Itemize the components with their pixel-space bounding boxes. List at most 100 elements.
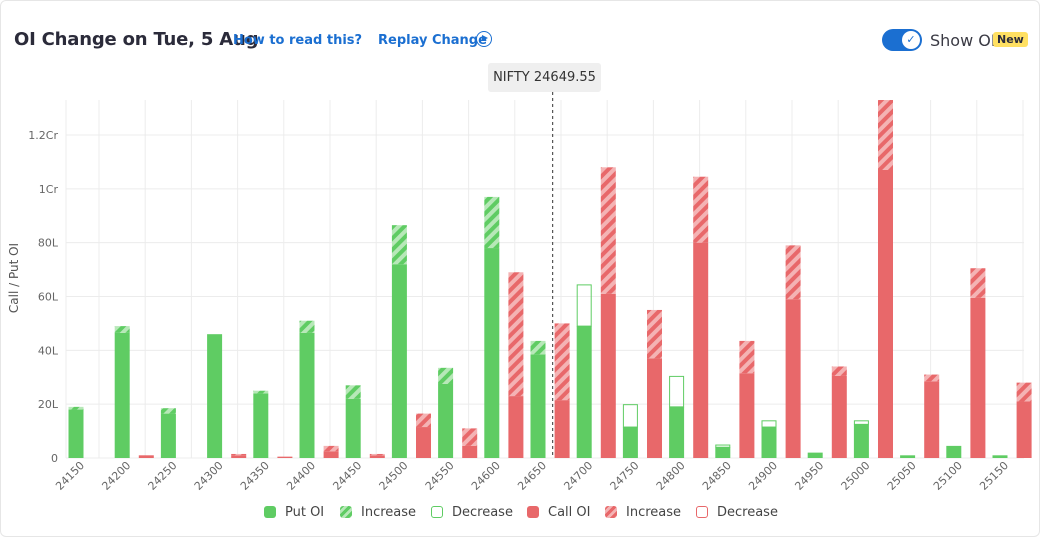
x-tick-label: 24300 <box>192 459 226 493</box>
put-decrease-bar <box>853 420 869 425</box>
put-decrease-bar <box>761 420 777 428</box>
x-tick-label: 25150 <box>977 459 1011 493</box>
put-oi-bar <box>438 383 454 458</box>
call-oi-bar <box>878 169 893 458</box>
call-increase-bar <box>369 453 385 456</box>
put-oi-bar <box>530 354 546 458</box>
put-oi-bar <box>853 424 869 458</box>
x-tick-label: 24900 <box>746 459 780 493</box>
x-tick-label: 25000 <box>839 459 873 493</box>
put-oi-bar <box>622 427 638 458</box>
x-tick-label: 24650 <box>515 459 549 493</box>
put-increase-bar <box>299 320 315 333</box>
y-tick-label: 20L <box>38 398 59 411</box>
x-tick-label: 24600 <box>469 459 503 493</box>
new-badge: New <box>993 32 1028 47</box>
put-oi-bar <box>299 332 315 458</box>
x-tick-label: 24400 <box>284 459 318 493</box>
legend-put-decrease[interactable]: Decrease <box>452 505 513 520</box>
put-increase-bar <box>114 326 130 333</box>
put-decrease-bar <box>715 444 731 448</box>
x-tick-label: 24450 <box>330 459 364 493</box>
call-increase-bar <box>554 323 570 401</box>
page-title: OI Change on Tue, 5 Aug <box>14 29 259 50</box>
put-oi-bar <box>207 334 223 458</box>
legend-put-oi[interactable]: Put OI <box>285 505 325 520</box>
legend-put-oi-swatch <box>264 506 276 518</box>
spot-price-label: NIFTY 24649.55 <box>488 63 601 92</box>
put-oi-bar <box>345 398 361 458</box>
put-oi-bar <box>253 393 269 458</box>
call-increase-bar <box>831 366 847 376</box>
legend-put-increase-swatch <box>340 506 352 518</box>
call-oi-bar <box>785 299 801 458</box>
call-oi-bar <box>924 381 940 458</box>
call-increase-bar <box>323 445 339 452</box>
call-oi-bar <box>970 297 986 458</box>
play-icon[interactable] <box>476 31 492 47</box>
call-oi-bar <box>554 400 570 458</box>
x-tick-label: 24200 <box>99 459 133 493</box>
call-increase-bar <box>231 453 247 456</box>
call-oi-bar <box>369 455 385 458</box>
y-tick-label: 1.2Cr <box>28 129 58 142</box>
call-oi-bar <box>693 242 709 458</box>
put-decrease-bar <box>576 284 592 327</box>
call-increase-bar <box>508 272 524 397</box>
put-increase-bar <box>484 196 500 249</box>
call-increase-bar <box>785 245 801 300</box>
call-oi-bar <box>831 375 847 458</box>
x-tick-label: 24500 <box>377 459 411 493</box>
call-increase-bar <box>693 176 709 243</box>
replay-change-link[interactable]: Replay Change <box>378 33 487 48</box>
x-tick-label: 25100 <box>931 459 965 493</box>
y-tick-label: 40L <box>38 344 59 357</box>
put-oi-bar <box>992 455 1008 458</box>
call-oi-bar <box>231 455 247 458</box>
call-increase-bar <box>739 340 755 374</box>
call-oi-bar <box>1016 401 1032 458</box>
call-increase-bar <box>970 268 986 298</box>
y-axis-label: Call / Put OI <box>7 243 21 313</box>
x-tick-label: 24950 <box>792 459 826 493</box>
chart-legend: Put OI Increase Decrease Call OI Increas… <box>0 505 1040 525</box>
call-oi-bar <box>277 456 293 458</box>
put-oi-bar <box>946 445 962 458</box>
y-tick-label: 0 <box>51 452 58 465</box>
call-oi-bar <box>416 427 431 458</box>
x-tick-label: 24850 <box>700 459 734 493</box>
x-tick-label: 24800 <box>654 459 688 493</box>
legend-put-increase[interactable]: Increase <box>361 505 417 520</box>
x-tick-label: 24750 <box>608 459 642 493</box>
put-increase-bar <box>530 340 546 355</box>
legend-call-increase[interactable]: Increase <box>626 505 682 520</box>
put-oi-bar <box>761 427 777 458</box>
call-oi-bar <box>462 445 478 458</box>
put-oi-bar <box>900 455 916 458</box>
put-oi-bar <box>669 406 685 458</box>
put-oi-bar <box>114 332 130 458</box>
call-increase-bar <box>416 413 431 428</box>
call-increase-bar <box>1016 382 1032 402</box>
put-increase-bar <box>391 225 407 265</box>
x-tick-label: 24350 <box>238 459 272 493</box>
call-oi-bar <box>508 396 524 458</box>
call-increase-bar <box>647 309 662 359</box>
legend-call-oi[interactable]: Call OI <box>548 505 591 520</box>
call-increase-bar <box>924 374 940 382</box>
check-icon: ✓ <box>902 31 920 49</box>
y-tick-label: 80L <box>38 237 59 250</box>
put-oi-bar <box>576 326 592 458</box>
put-oi-bar <box>715 447 731 458</box>
legend-call-oi-swatch <box>527 506 539 518</box>
legend-call-increase-swatch <box>605 506 617 518</box>
x-tick-label: 24700 <box>561 459 595 493</box>
x-tick-label: 24150 <box>53 459 87 493</box>
put-oi-bar <box>160 413 176 458</box>
put-oi-bar <box>484 248 500 458</box>
how-to-read-link[interactable]: How to read this? <box>233 33 363 48</box>
put-increase-bar <box>68 406 84 410</box>
show-oi-toggle[interactable]: ✓ <box>882 29 922 51</box>
show-oi-label: Show OI <box>930 31 996 50</box>
legend-call-decrease[interactable]: Decrease <box>717 505 778 520</box>
